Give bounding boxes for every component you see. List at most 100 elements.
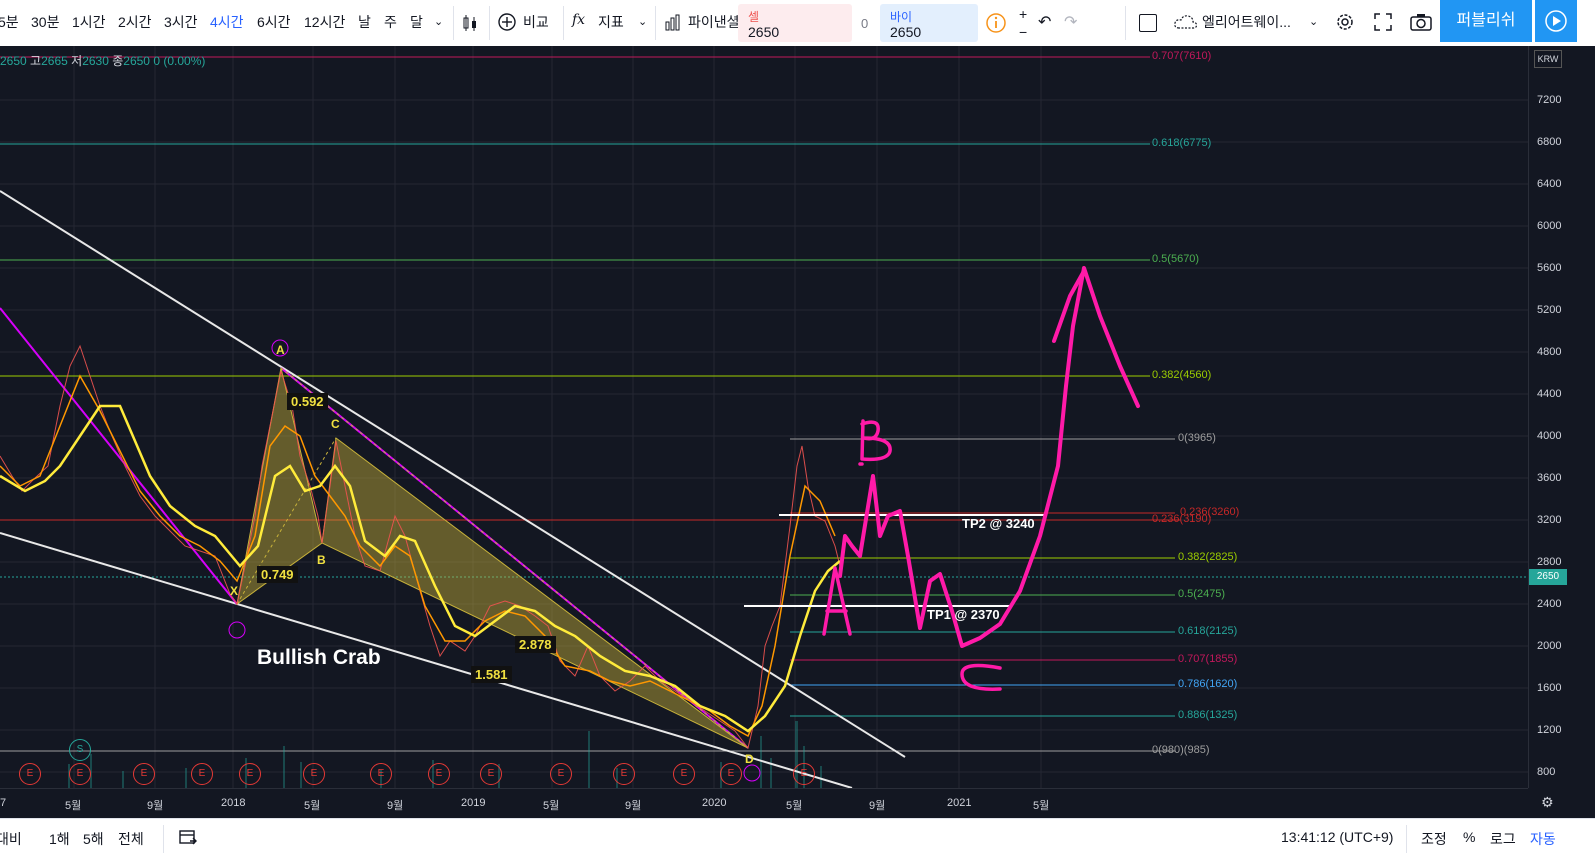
grid-lines	[0, 46, 1528, 788]
cloud-icon	[1174, 15, 1198, 29]
pattern-point-c: C	[331, 417, 340, 431]
wave-letter-b	[858, 419, 892, 466]
auto-toggle[interactable]: 자동	[1530, 831, 1556, 847]
fullscreen-box-icon[interactable]	[1139, 14, 1157, 32]
earnings-marker[interactable]: E	[793, 763, 815, 785]
y-tick: 2000	[1537, 640, 1562, 652]
interval-3h[interactable]: 3시간	[164, 14, 198, 30]
replay-button[interactable]	[1535, 0, 1577, 42]
interval-4h[interactable]: 4시간	[210, 14, 244, 30]
interval-week[interactable]: 주	[384, 14, 397, 30]
earnings-marker[interactable]: E	[191, 763, 213, 785]
fib-label-05-upper: 0.5(5670)	[1152, 253, 1200, 265]
ratio-ab: 0.592	[287, 393, 328, 410]
earnings-marker[interactable]: E	[370, 763, 392, 785]
range-1y[interactable]: 1해	[49, 831, 70, 847]
percent-toggle[interactable]: %	[1463, 829, 1476, 845]
earnings-marker[interactable]: E	[480, 763, 502, 785]
candlestick-icon[interactable]	[460, 13, 480, 33]
redo-icon[interactable]: ↷	[1064, 14, 1078, 31]
interval-dropdown-icon[interactable]: ⌄	[434, 16, 444, 28]
earnings-marker[interactable]: E	[613, 763, 635, 785]
compare-button[interactable]: 비교	[523, 14, 549, 30]
earnings-marker[interactable]: E	[720, 763, 742, 785]
point-a-circle	[271, 339, 289, 357]
earnings-marker[interactable]: E	[19, 763, 41, 785]
range-5y[interactable]: 5해	[83, 831, 104, 847]
indicators-dropdown-icon[interactable]: ⌄	[638, 16, 648, 28]
earnings-marker[interactable]: E	[673, 763, 695, 785]
camera-icon[interactable]	[1409, 12, 1433, 32]
settings-gear-icon[interactable]	[1334, 11, 1356, 33]
axis-settings-gear-icon[interactable]: ⚙	[1541, 794, 1554, 810]
x-tick: 2018	[221, 797, 246, 809]
interval-1h[interactable]: 1시간	[72, 14, 106, 30]
compare-plus-icon[interactable]	[497, 12, 517, 32]
adjust-toggle[interactable]: 조정	[1421, 831, 1447, 847]
financials-bar-icon[interactable]	[664, 13, 682, 31]
ohlc-open-value: 2650	[0, 54, 27, 68]
layout-dropdown-icon[interactable]: ⌄	[1309, 16, 1319, 28]
earnings-marker[interactable]: E	[428, 763, 450, 785]
currency-badge[interactable]: KRW	[1534, 50, 1562, 68]
indicators-button[interactable]: 지표	[598, 14, 624, 30]
fib-label-0: 0(3965)	[1178, 432, 1216, 444]
y-tick: 2400	[1537, 598, 1562, 610]
undo-icon[interactable]: ↶	[1038, 14, 1052, 31]
x-tick: 7	[0, 797, 7, 809]
info-icon[interactable]	[985, 12, 1007, 34]
pattern-point-x: X	[230, 584, 239, 598]
y-tick: 6400	[1537, 178, 1562, 190]
chart-pane[interactable]: 2650 고2665 저2630 종2650 0 (0.00%) 0.707(7…	[0, 46, 1528, 788]
interval-6h[interactable]: 6시간	[257, 14, 291, 30]
indicator-fx-icon[interactable]: fx	[572, 12, 586, 28]
interval-day[interactable]: 날	[358, 14, 371, 30]
time-axis[interactable]: 7 5월 9월 2018 5월 9월 2019 5월 9월 2020 5월 9월…	[0, 788, 1528, 819]
earnings-marker[interactable]: E	[239, 763, 261, 785]
interval-month[interactable]: 달	[410, 14, 423, 30]
ohlc-low-value: 2630	[82, 54, 109, 68]
ohlc-legend: 2650 고2665 저2630 종2650 0 (0.00%)	[0, 52, 205, 69]
interval-12h[interactable]: 12시간	[304, 14, 346, 30]
range-all[interactable]: 전체	[118, 831, 144, 847]
split-marker[interactable]: S	[69, 739, 91, 761]
x-tick: 5월	[65, 800, 82, 812]
interval-2h[interactable]: 2시간	[118, 14, 152, 30]
x-tick: 9월	[625, 800, 642, 812]
ohlc-change: 0 (0.00%)	[153, 54, 206, 68]
sell-price: 2650	[748, 24, 780, 40]
toolbar-divider	[563, 6, 564, 40]
zoom-in-icon[interactable]: +	[1019, 6, 1028, 22]
earnings-marker[interactable]: E	[303, 763, 325, 785]
ma-yellow-path	[0, 404, 841, 733]
fib-label-0786: 0.786(1620)	[1178, 678, 1238, 690]
publish-button[interactable]: 퍼블리쉬	[1440, 0, 1532, 42]
tp1-label: TP1 @ 2370	[927, 607, 1000, 622]
log-toggle[interactable]: 로그	[1490, 831, 1516, 847]
earnings-marker[interactable]: E	[550, 763, 572, 785]
chart-canvas[interactable]	[0, 46, 1528, 788]
sell-button[interactable]: 셀 2650	[738, 4, 852, 42]
y-tick: 7200	[1537, 94, 1562, 106]
play-circle-icon	[1545, 10, 1567, 32]
interval-5m[interactable]: 5분	[0, 14, 19, 30]
fib-label-0707: 0.707(1855)	[1178, 653, 1238, 665]
earnings-marker[interactable]: E	[69, 763, 91, 785]
x-tick: 9월	[869, 800, 886, 812]
y-tick: 5600	[1537, 262, 1562, 274]
expand-icon[interactable]	[1373, 12, 1393, 32]
earnings-marker[interactable]: E	[133, 763, 155, 785]
fib-label-0-low: 0(980)(985)	[1152, 744, 1210, 756]
goto-date-icon[interactable]	[178, 827, 198, 847]
interval-30m[interactable]: 30분	[31, 14, 60, 30]
buy-button[interactable]: 바이 2650	[880, 4, 978, 42]
financials-button[interactable]: 파이낸셜	[688, 14, 740, 30]
clock-time[interactable]: 13:41:12 (UTC+9)	[1281, 829, 1394, 845]
ma-orange-path	[0, 374, 836, 738]
y-tick: 6000	[1537, 220, 1562, 232]
range-compare[interactable]: 대비	[0, 831, 22, 847]
layout-name[interactable]: 엘리어트웨이...	[1202, 14, 1291, 30]
zoom-out-icon[interactable]: −	[1019, 24, 1028, 40]
price-axis[interactable]	[1528, 46, 1595, 788]
y-tick: 1600	[1537, 682, 1562, 694]
